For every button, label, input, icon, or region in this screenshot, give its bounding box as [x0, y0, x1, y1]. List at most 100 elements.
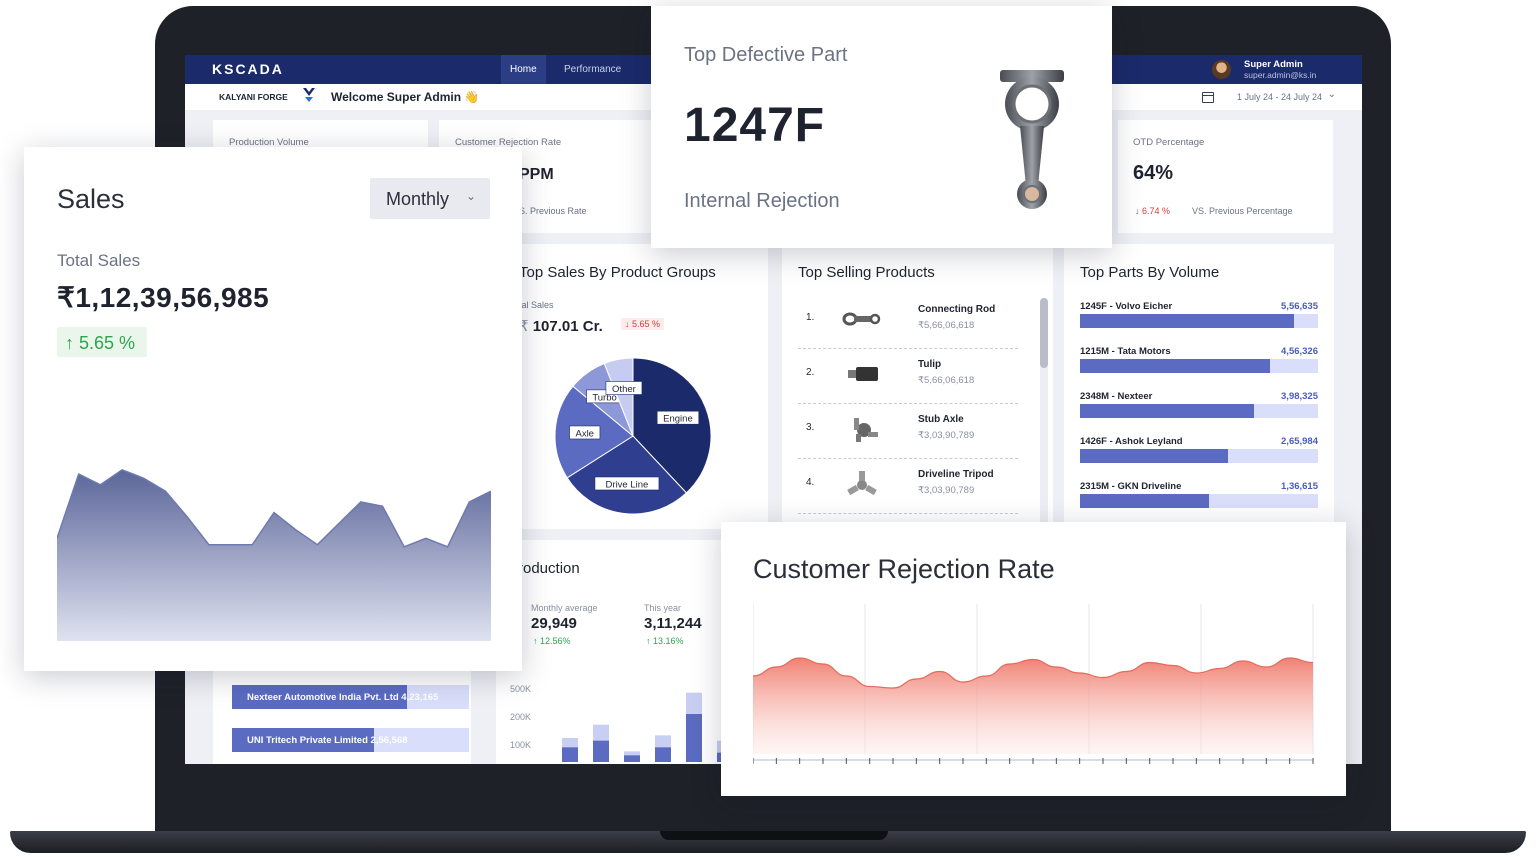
list-item[interactable]: 1. Connecting Rod ₹5,66,06,618	[798, 294, 1018, 349]
kpi-label: OTD Percentage	[1133, 137, 1205, 148]
bar-front[interactable]	[655, 747, 671, 762]
product-value: ₹3,03,90,789	[918, 430, 975, 441]
part-bar-fill	[1080, 404, 1254, 418]
this-year-label: This year	[644, 603, 682, 613]
this-year-value: 3,11,244	[644, 615, 702, 632]
rank: 3.	[806, 422, 815, 433]
total-sales-label: tal Sales	[519, 300, 554, 310]
user-email: super.admin@ks.in	[1244, 70, 1317, 80]
total-sales-value: ₹1,12,39,56,985	[57, 282, 270, 313]
pie-label-box	[605, 381, 643, 395]
scrollbar-thumb[interactable]	[1040, 298, 1048, 368]
laptop-notch	[660, 831, 888, 840]
pie-label-box	[594, 476, 660, 491]
kpi-label: Production Volume	[229, 137, 309, 148]
part-bar-fill	[1080, 494, 1209, 508]
list-item[interactable]: 1245F - Volvo Eicher 5,56,635	[1080, 301, 1318, 346]
production-bar-chart[interactable]: 500K 200K 100K	[510, 682, 740, 764]
chevron-down-icon: ⌄	[465, 189, 476, 203]
period-dropdown[interactable]: Monthly ⌄	[370, 178, 490, 219]
sales-area	[57, 469, 491, 641]
total-sales-value: ₹ 107.01 Cr.	[519, 318, 603, 335]
calendar-icon[interactable]	[1202, 92, 1214, 103]
tulip-icon	[848, 367, 878, 381]
laptop-base	[10, 831, 1526, 853]
avatar[interactable]	[1212, 60, 1231, 79]
crr-title: Customer Rejection Rate	[753, 554, 1055, 584]
part-bar-fill	[1080, 314, 1295, 328]
defect-subtitle: Internal Rejection	[684, 190, 840, 212]
y-tick-label: 200K	[510, 712, 531, 722]
bar-front[interactable]	[624, 755, 640, 762]
part-value: 2,65,984	[1281, 436, 1318, 447]
company-name: KALYANI FORGE	[219, 92, 288, 102]
list-item[interactable]: 3. Stub Axle ₹3,03,90,789	[798, 404, 1018, 459]
top-defective-part-card: Top Defective Part 1247F Internal Reject…	[651, 6, 1112, 248]
customer-rejection-area-chart[interactable]	[753, 604, 1315, 770]
sales-area-chart[interactable]	[57, 427, 491, 641]
part-value: 5,56,635	[1281, 301, 1318, 312]
kpi-value: 64%	[1133, 162, 1174, 184]
list-item[interactable]: UNI Tritech Private Limited 2,56,568	[232, 728, 469, 752]
list-scrollbar[interactable]	[1040, 298, 1048, 568]
pie-label-box	[656, 410, 700, 425]
stub-axle-icon	[854, 418, 878, 442]
brand-logo[interactable]: KSCADA	[212, 61, 284, 77]
part-value: 3,98,325	[1281, 391, 1318, 402]
defect-label: Top Defective Part	[684, 44, 848, 66]
top-selling-card: Top Selling Products 1. Connecting Rod ₹…	[782, 244, 1053, 574]
product-name: Stub Axle	[918, 414, 964, 425]
product-name: Connecting Rod	[918, 304, 996, 315]
section-title: roduction	[518, 560, 580, 577]
pie-label: Other	[612, 384, 636, 395]
production-card: roduction Monthly average 29,949 ↑ 12.56…	[496, 540, 756, 764]
nav-home[interactable]: Home	[501, 55, 546, 84]
pie-slice-drive-line[interactable]	[566, 435, 688, 515]
part-name: 1245F - Volvo Eicher	[1080, 301, 1173, 312]
rank: 4.	[806, 477, 815, 488]
sales-line	[57, 468, 491, 548]
list-item[interactable]: 1215M - Tata Motors 4,56,326	[1080, 346, 1318, 391]
list-item[interactable]: Nexteer Automotive India Pvt. Ltd 4,23,1…	[232, 685, 469, 709]
chevron-down-icon[interactable]: ⌄	[1327, 89, 1336, 100]
bar-front[interactable]	[593, 740, 609, 762]
part-name: 1426F - Ashok Leyland	[1080, 436, 1183, 447]
customer-label: UNI Tritech Private Limited 2,56,568	[247, 735, 408, 746]
bar-front[interactable]	[686, 714, 702, 762]
part-name: 2315M - GKN Driveline	[1080, 481, 1182, 492]
kpi-value: PPM	[519, 166, 554, 183]
part-bar-track	[1080, 449, 1318, 463]
list-item[interactable]: 2. Tulip ₹5,66,06,618	[798, 349, 1018, 404]
pie-label: Turbo	[592, 392, 616, 403]
sales-title: Sales	[57, 184, 125, 214]
y-tick-label: 500K	[510, 684, 531, 694]
bar-front[interactable]	[562, 747, 578, 762]
monthly-average-change: ↑ 12.56%	[533, 636, 571, 646]
welcome-message: Welcome Super Admin 👋	[331, 90, 480, 104]
section-title: Top Selling Products	[798, 264, 935, 281]
nav-performance[interactable]: Performance	[564, 64, 622, 75]
list-item[interactable]: 2315M - GKN Driveline 1,36,615	[1080, 481, 1318, 526]
rank: 2.	[806, 367, 815, 378]
pie-label-box	[569, 425, 601, 440]
user-menu[interactable]: Super Admin super.admin@ks.in	[1212, 59, 1332, 81]
monthly-average-value: 29,949	[531, 615, 577, 632]
kpi-compare: S. Previous Rate	[519, 206, 587, 216]
product-value: ₹5,66,06,618	[918, 375, 975, 386]
monthly-average-label: Monthly average	[531, 603, 598, 613]
part-name: 1215M - Tata Motors	[1080, 346, 1171, 357]
date-range-picker[interactable]: 1 July 24 - 24 July 24	[1236, 92, 1322, 102]
list-item[interactable]: 2348M - Nexteer 3,98,325	[1080, 391, 1318, 436]
pie-slice-engine[interactable]	[632, 357, 712, 494]
pie-slice-other[interactable]	[603, 357, 634, 437]
total-sales-label: Total Sales	[57, 251, 141, 270]
kpi-otd-percentage[interactable]: OTD Percentage 64% ↓ 6.74 % VS. Previous…	[1118, 120, 1333, 233]
list-item[interactable]: 4. Driveline Tripod ₹3,03,90,789	[798, 459, 1018, 514]
crr-area	[753, 658, 1313, 754]
rank: 1.	[806, 312, 815, 323]
kpi-label: Customer Rejection Rate	[455, 137, 562, 148]
list-item[interactable]: 1426F - Ashok Leyland 2,65,984	[1080, 436, 1318, 481]
change-badge: ↓ 5.65 %	[621, 318, 665, 330]
part-bar-track	[1080, 494, 1318, 508]
